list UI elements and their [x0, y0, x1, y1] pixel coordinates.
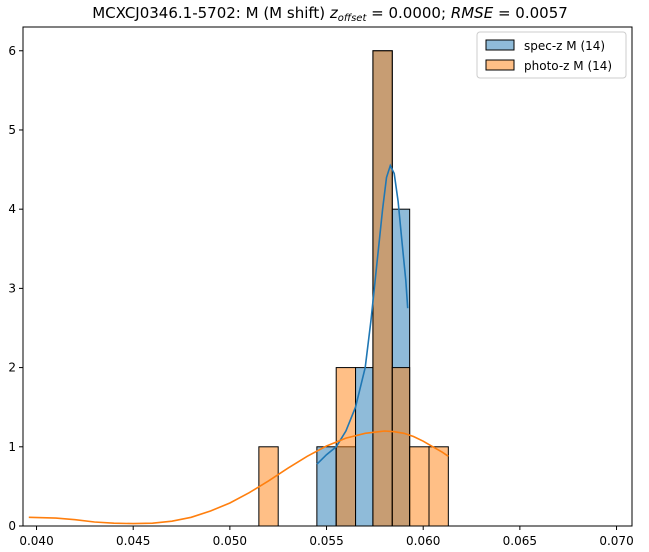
chart-title: MCXCJ0346.1-5702: M (M shift) zoffset = … — [92, 4, 568, 24]
x-tick-label-2: 0.050 — [213, 534, 247, 548]
spec-bar-2 — [355, 367, 374, 527]
spec-bar-0 — [316, 446, 337, 527]
y-tick-label-1: 1 — [8, 440, 16, 454]
x-tick-label-4: 0.060 — [406, 534, 440, 548]
spec-kde-line — [316, 163, 409, 465]
photo-bar-1 — [335, 367, 357, 527]
y-tick-label-0: 0 — [8, 519, 16, 533]
x-tick-label-6: 0.070 — [599, 534, 633, 548]
plot-area — [22, 26, 633, 527]
x-tick-label-1: 0.045 — [116, 534, 150, 548]
title-z-value: = 0.0000; — [366, 4, 450, 22]
y-tick-label-2: 2 — [8, 361, 16, 375]
y-tick-label-4: 4 — [8, 202, 16, 216]
photo-bar-3 — [391, 367, 411, 527]
photo-bar-2 — [372, 50, 393, 527]
x-tick-label-3: 0.055 — [309, 534, 343, 548]
legend-swatch-0 — [485, 39, 515, 51]
y-axis: 0 1 2 3 4 5 6 — [8, 44, 23, 533]
x-axis: 0.040 0.045 0.050 0.055 0.060 0.065 0.070 — [19, 526, 634, 548]
x-tick-label-0: 0.040 — [19, 534, 53, 548]
title-rmse-value: = 0.0057 — [493, 4, 568, 22]
legend-label-1: photo-z M (14) — [524, 59, 612, 73]
photo-bar-0 — [258, 446, 279, 527]
legend: spec-z M (14) photo-z M (14) — [476, 31, 627, 79]
y-tick-label-6: 6 — [8, 44, 16, 58]
title-prefix: MCXCJ0346.1-5702: M (M shift) — [92, 4, 330, 22]
legend-label-0: spec-z M (14) — [524, 39, 605, 53]
title-z-subscript: offset — [338, 13, 368, 24]
axes-frame — [22, 26, 633, 527]
y-tick-label-5: 5 — [8, 123, 16, 137]
title-rmse-symbol: RMSE — [451, 4, 494, 22]
legend-swatch-1 — [485, 59, 515, 71]
x-tick-label-5: 0.065 — [503, 534, 537, 548]
photo-bar-5 — [428, 446, 449, 527]
y-tick-label-3: 3 — [8, 281, 16, 295]
title-z-symbol: z — [329, 4, 339, 22]
photo-kde-line — [28, 430, 449, 525]
photo-bar-4 — [409, 446, 430, 527]
